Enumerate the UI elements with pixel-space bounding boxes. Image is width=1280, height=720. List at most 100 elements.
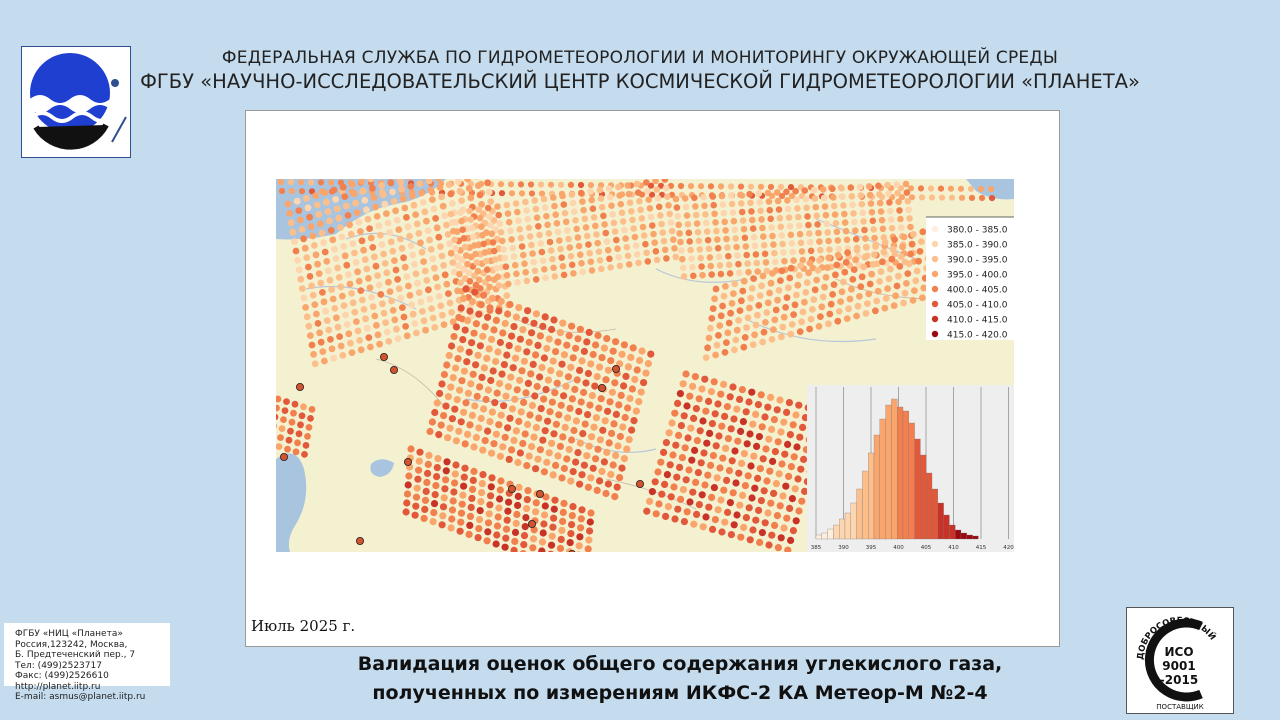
measurement-dot — [770, 326, 777, 333]
measurement-dot — [771, 249, 778, 257]
measurement-dot — [305, 322, 313, 330]
legend-label: 395.0 - 400.0 — [947, 271, 1008, 281]
measurement-dot — [468, 411, 476, 419]
measurement-dot — [904, 270, 912, 277]
measurement-dot — [616, 192, 623, 199]
measurement-dot — [798, 497, 806, 505]
measurement-dot — [702, 407, 710, 415]
measurement-dot — [624, 182, 631, 189]
measurement-dot — [752, 321, 760, 329]
measurement-dot — [887, 216, 895, 223]
measurement-dot — [535, 223, 542, 230]
measurement-dot — [542, 493, 550, 501]
measurement-dot — [919, 294, 926, 302]
measurement-dot — [709, 452, 717, 460]
measurement-dot — [502, 534, 510, 542]
measurement-dot — [504, 507, 512, 515]
measurement-dot — [857, 192, 865, 199]
measurement-dot — [459, 226, 466, 233]
header: ФЕДЕРАЛЬНАЯ СЛУЖБА ПО ГИДРОМЕТЕОРОЛОГИИ … — [140, 48, 1140, 93]
measurement-dot — [755, 433, 763, 441]
measurement-dot — [443, 458, 451, 466]
contact-line[interactable]: http://planet.iitp.ru — [15, 681, 101, 692]
measurement-dot — [871, 251, 878, 258]
measurement-dot — [586, 518, 594, 526]
measurement-dot — [609, 211, 616, 218]
measurement-dot — [584, 369, 592, 378]
measurement-dot — [604, 246, 612, 254]
measurement-dot — [839, 193, 846, 201]
measurement-dot — [305, 424, 313, 431]
measurement-dot — [856, 183, 864, 191]
measurement-dot — [919, 228, 927, 236]
measurement-dot — [489, 239, 497, 246]
measurement-dot — [928, 194, 936, 201]
measurement-dot — [626, 394, 634, 403]
measurement-dot — [497, 297, 505, 305]
legend-label: 410.0 - 415.0 — [947, 316, 1008, 326]
measurement-dot — [421, 208, 429, 216]
histogram-bar — [972, 535, 979, 540]
measurement-dot — [891, 236, 898, 243]
measurement-dot — [583, 338, 591, 346]
measurement-dot — [294, 257, 301, 264]
measurement-dot — [538, 547, 546, 552]
measurement-dot — [550, 505, 558, 513]
measurement-dot — [587, 474, 595, 482]
measurement-dot — [303, 313, 311, 321]
measurement-dot — [325, 267, 332, 275]
measurement-dot — [389, 247, 397, 255]
measurement-dot — [407, 242, 415, 249]
histogram-tick-label: 385 — [811, 545, 822, 551]
measurement-dot — [712, 442, 720, 450]
measurement-dot — [371, 312, 379, 320]
measurement-dot — [717, 496, 725, 504]
measurement-dot — [456, 527, 464, 535]
measurement-dot — [341, 252, 349, 260]
measurement-dot — [815, 229, 822, 237]
measurement-dot — [523, 496, 531, 504]
measurement-dot — [783, 408, 791, 416]
measurement-dot — [369, 184, 376, 192]
measurement-dot — [283, 398, 290, 405]
measurement-dot — [787, 264, 795, 272]
measurement-dot — [795, 507, 803, 515]
measurement-dot — [602, 489, 610, 498]
histogram-bar — [897, 406, 904, 540]
measurement-dot — [539, 436, 547, 444]
measurement-dot — [710, 378, 718, 386]
measurement-dot — [611, 493, 619, 501]
measurement-dot — [741, 334, 749, 341]
measurement-dot — [672, 195, 680, 203]
measurement-dot — [821, 203, 829, 210]
measurement-dot — [567, 181, 575, 188]
measurement-dot — [679, 380, 687, 388]
measurement-dot — [767, 499, 775, 507]
measurement-dot — [348, 290, 355, 297]
histogram-bar — [908, 422, 915, 540]
contact-line[interactable]: E-mail: asmus@planet.iitp.ru — [15, 692, 146, 702]
measurement-dot — [551, 389, 559, 397]
measurement-dot — [450, 227, 457, 235]
measurement-dot — [329, 236, 337, 244]
measurement-dot — [717, 312, 725, 320]
measurement-dot — [843, 236, 851, 244]
measurement-dot — [697, 254, 704, 262]
measurement-dot — [907, 185, 915, 192]
measurement-dot — [651, 239, 658, 246]
measurement-dot — [753, 259, 761, 267]
measurement-dot — [802, 195, 809, 203]
measurement-dot — [501, 433, 509, 441]
measurement-dot — [784, 197, 791, 204]
measurement-dot — [570, 270, 577, 277]
measurement-dot — [403, 332, 411, 340]
measurement-dot — [434, 283, 441, 291]
measurement-dot — [640, 232, 648, 239]
measurement-dot — [861, 253, 869, 261]
measurement-dot — [480, 291, 488, 299]
measurement-dot — [403, 499, 411, 507]
measurement-dot — [470, 329, 478, 337]
measurement-dot — [907, 223, 914, 231]
measurement-dot — [905, 206, 912, 214]
measurement-dot — [575, 242, 583, 250]
